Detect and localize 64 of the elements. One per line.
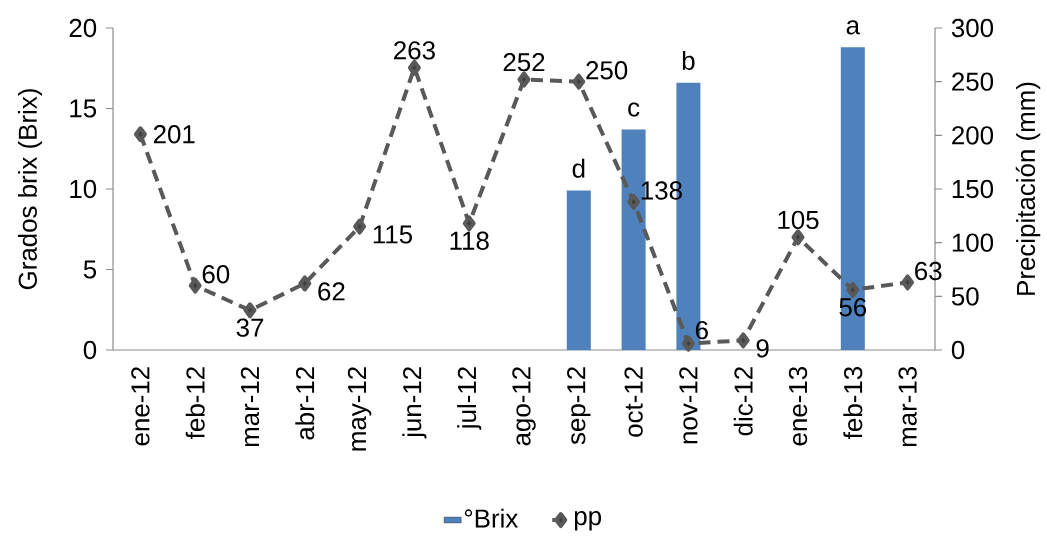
- annotation: b: [682, 50, 695, 70]
- data-label: 252: [503, 52, 545, 72]
- point: [627, 193, 641, 210]
- y2-tick-label: 0: [951, 340, 965, 360]
- data-label: 63: [915, 261, 942, 281]
- x-tick-label: may-12: [347, 367, 372, 451]
- y-tick-label: 20: [69, 18, 97, 38]
- data-label: 60: [202, 265, 230, 284]
- bar: [566, 190, 591, 350]
- data-label: 115: [373, 225, 412, 244]
- y2-tick-label: 50: [951, 287, 979, 306]
- x-tick-label: oct-12: [624, 367, 643, 437]
- y2-axis-title: Precipitación (mm): [1015, 82, 1041, 295]
- annotation: d: [572, 158, 585, 178]
- x-tick-label: mar-13: [898, 366, 917, 447]
- point: [517, 71, 531, 88]
- x-tick-label: jun-12: [402, 367, 427, 439]
- y-tick-label: 0: [83, 340, 97, 360]
- data-label: 263: [394, 41, 435, 60]
- annotation: c: [628, 102, 640, 117]
- x-tick-label: mar-12: [240, 367, 260, 447]
- y2-tick-label: 300: [951, 18, 994, 38]
- data-label: 118: [450, 231, 489, 250]
- data-label: 105: [778, 210, 819, 230]
- point: [353, 218, 367, 235]
- point: [901, 274, 915, 291]
- x-tick-label: nov-12: [679, 367, 698, 444]
- x-tick-label: dic-12: [733, 367, 753, 436]
- y-axis-title: Grados brix (Brix): [17, 89, 43, 290]
- data-label: 62: [318, 282, 345, 301]
- point: [188, 277, 202, 294]
- x-tick-label: feb-12: [185, 367, 205, 439]
- annotation: a: [846, 20, 861, 35]
- point: [243, 302, 257, 319]
- point: [407, 59, 421, 76]
- point: [681, 335, 695, 352]
- point: [462, 215, 476, 232]
- data-label: 9: [756, 339, 769, 358]
- y2-tick-label: 200: [952, 126, 994, 145]
- y-tick-label: 10: [70, 179, 97, 199]
- x-tick-label: ago-12: [512, 367, 536, 446]
- point: [846, 281, 860, 298]
- y2-tick-label: 250: [952, 72, 994, 91]
- point: [133, 126, 147, 143]
- data-label: 250: [586, 61, 628, 80]
- point: [298, 275, 312, 292]
- point: [572, 73, 586, 90]
- y-tick-label: 5: [83, 260, 97, 279]
- y2-tick-label: 150: [952, 179, 994, 199]
- x-tick-label: abr-12: [295, 367, 315, 440]
- y-tick-label: 15: [70, 99, 97, 118]
- legend-label: pp: [574, 511, 601, 531]
- x-tick-label: ene-13: [788, 366, 808, 446]
- data-label: 37: [236, 318, 264, 337]
- legend-label: °Brix: [464, 508, 519, 528]
- bar: [840, 47, 865, 350]
- point: [736, 332, 750, 349]
- data-label: 201: [153, 125, 195, 144]
- x-tick-label: jul-12: [457, 367, 482, 430]
- x-tick-label: ene-12: [131, 367, 150, 446]
- point: [791, 229, 805, 246]
- x-tick-label: feb-13: [843, 366, 863, 439]
- x-tick-label: sep-12: [567, 367, 591, 445]
- y2-tick-label: 100: [952, 233, 994, 252]
